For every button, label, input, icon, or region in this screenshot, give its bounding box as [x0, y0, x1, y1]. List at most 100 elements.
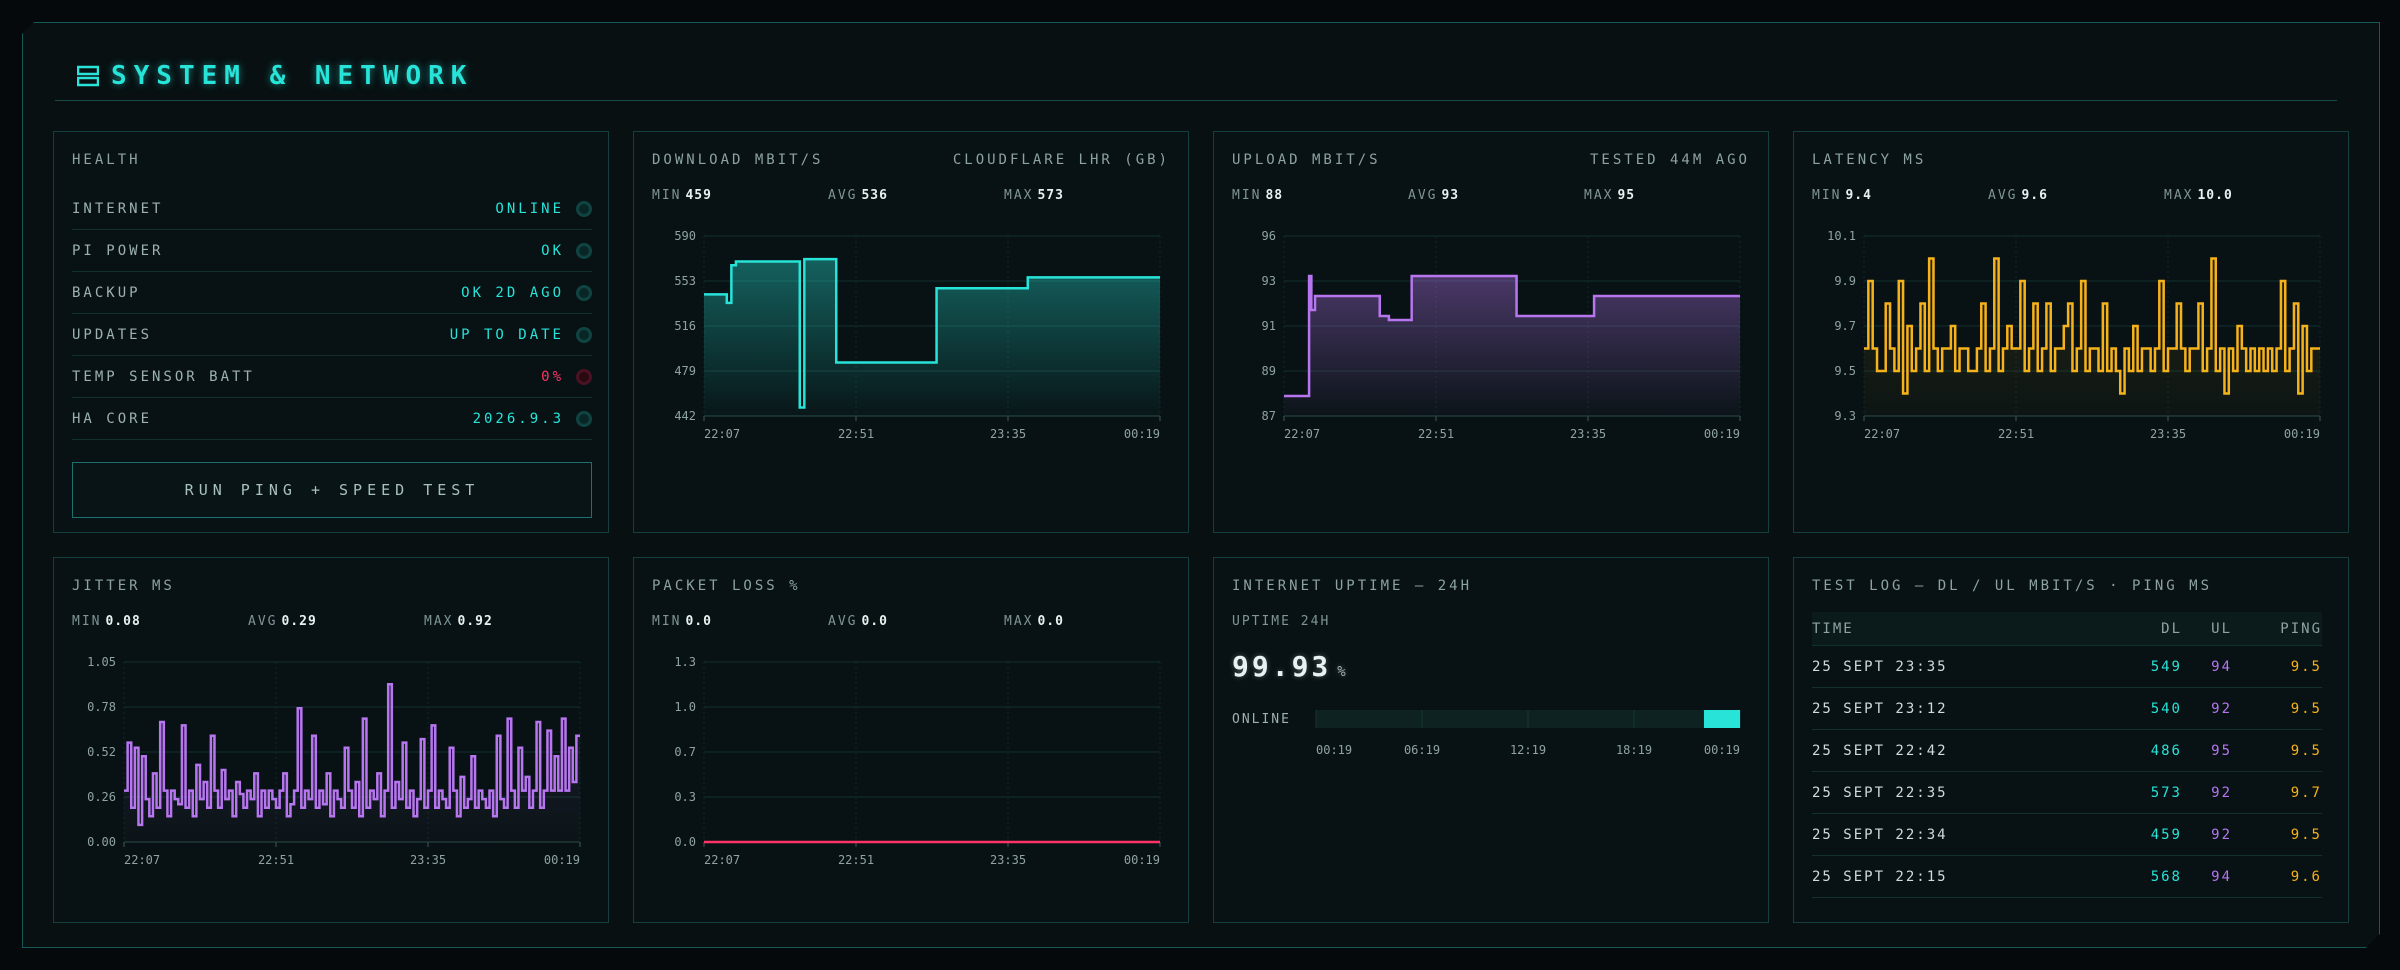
- x-tick-label: 00:19: [1704, 743, 1740, 757]
- stat-min: 0.0: [685, 614, 712, 629]
- health-value: ONLINE: [495, 200, 564, 217]
- cell-ul: 92: [2211, 826, 2232, 843]
- x-tick-label: 22:07: [1284, 427, 1320, 441]
- cell-ul: 92: [2211, 784, 2232, 801]
- y-tick-label: 10.1: [1827, 229, 1856, 243]
- download-area: [704, 259, 1160, 416]
- stat-min: 88: [1265, 188, 1284, 203]
- latency-title: LATENCY MS: [1812, 152, 1927, 168]
- stat-avg: 536: [861, 188, 888, 203]
- health-label: INTERNET: [72, 200, 164, 217]
- packet-loss-chart: 1.3 1.0 0.7 0.3 0.0 22:07 22:51 23:35 00:19: [634, 650, 1190, 910]
- stat-avg-label: AVG: [248, 614, 278, 629]
- health-value-wrap: 2026.9.3: [473, 411, 592, 427]
- jitter-panel: JITTER MS MIN 0.08 AVG 0.29 MAX 0.92 1.05 0.…: [53, 557, 609, 923]
- health-label: UPDATES: [72, 326, 153, 343]
- y-tick-label: 479: [674, 364, 696, 378]
- x-tick-label: 22:51: [1998, 427, 2034, 441]
- packet-loss-title: PACKET LOSS %: [652, 578, 801, 594]
- y-tick-label: 0.78: [87, 700, 116, 714]
- x-tick-label: 00:19: [1316, 743, 1352, 757]
- y-tick-label: 9.5: [1834, 364, 1856, 378]
- upload-series-line: [1284, 276, 1740, 396]
- x-tick-label: 23:35: [410, 853, 446, 867]
- y-tick-label: 96: [1262, 229, 1276, 243]
- y-tick-label: 0.0: [674, 835, 696, 849]
- y-tick-label: 87: [1262, 409, 1276, 423]
- page-title: SYSTEM & NETWORK: [111, 60, 474, 91]
- col-time: TIME: [1812, 620, 1854, 637]
- health-value: OK: [541, 242, 564, 259]
- stat-max: 573: [1037, 188, 1064, 203]
- y-tick-label: 0.52: [87, 745, 116, 759]
- cell-time: 25 SEPT 22:35: [1812, 784, 1948, 801]
- uptime-timeline: ONLINE 00:19 06:19 12:19 18:19 00:19: [1214, 698, 1770, 818]
- download-title: DOWNLOAD MBIT/S: [652, 152, 824, 168]
- status-dot-icon: [576, 201, 592, 217]
- cell-dl: 459: [2150, 826, 2182, 843]
- run-speed-test-button[interactable]: RUN PING + SPEED TEST: [72, 462, 592, 518]
- cell-ping: 9.5: [2290, 700, 2322, 717]
- stat-max-label: MAX: [1584, 188, 1614, 203]
- jitter-title: JITTER MS: [72, 578, 175, 594]
- x-tick-label: 00:19: [2284, 427, 2320, 441]
- stat-max-label: MAX: [2164, 188, 2194, 203]
- health-row: BACKUP OK 2D AGO: [72, 272, 592, 314]
- download-chart: 590 553 516 479 442 22:07 22:51 23:35 00:19: [634, 224, 1190, 484]
- table-row: 25 SEPT 23:35 549 94 9.5: [1812, 646, 2322, 688]
- x-tick-label: 22:51: [258, 853, 294, 867]
- stat-avg-label: AVG: [828, 188, 858, 203]
- stat-max-label: MAX: [1004, 614, 1034, 629]
- y-tick-label: 553: [674, 274, 696, 288]
- y-tick-label: 442: [674, 409, 696, 423]
- cell-ping: 9.5: [2290, 658, 2322, 675]
- health-title: HEALTH: [72, 152, 141, 168]
- stat-max-label: MAX: [424, 614, 454, 629]
- table-row: 25 SEPT 22:15 568 94 9.6: [1812, 856, 2322, 898]
- stat-max: 95: [1617, 188, 1636, 203]
- cell-time: 25 SEPT 23:12: [1812, 700, 1948, 717]
- download-series-line: [704, 259, 1160, 407]
- stat-max: 10.0: [2197, 188, 2233, 203]
- latency-series-line: [1864, 259, 2320, 394]
- x-tick-label: 22:07: [704, 853, 740, 867]
- x-tick-label: 22:51: [838, 853, 874, 867]
- download-panel: DOWNLOAD MBIT/S CLOUDFLARE LHR (GB) MIN 4…: [633, 131, 1189, 533]
- health-value-wrap: ONLINE: [495, 201, 592, 217]
- x-tick-label: 00:19: [1704, 427, 1740, 441]
- uptime-unit: %: [1337, 664, 1349, 680]
- x-tick-label: 12:19: [1510, 743, 1546, 757]
- health-row: UPDATES UP TO DATE: [72, 314, 592, 356]
- stat-max-label: MAX: [1004, 188, 1034, 203]
- y-tick-label: 1.3: [674, 655, 696, 669]
- dashboard-header: SYSTEM & NETWORK: [55, 51, 2337, 101]
- status-dot-icon: [576, 369, 592, 385]
- y-tick-label: 1.05: [87, 655, 116, 669]
- stat-avg: 9.6: [2021, 188, 2048, 203]
- upload-area: [1284, 276, 1740, 416]
- status-dot-icon: [576, 243, 592, 259]
- health-label: BACKUP: [72, 284, 141, 301]
- health-value: 2026.9.3: [472, 410, 564, 427]
- cell-dl: 540: [2150, 700, 2182, 717]
- table-header: TIME DL UL PING: [1812, 612, 2322, 646]
- y-tick-label: 1.0: [674, 700, 696, 714]
- y-tick-label: 0.7: [674, 745, 696, 759]
- stat-avg: 0.0: [861, 614, 888, 629]
- test-log-title: TEST LOG — DL / UL MBIT/S · PING MS: [1812, 578, 2213, 594]
- col-ping: PING: [2280, 620, 2322, 637]
- x-tick-label: 23:35: [1570, 427, 1606, 441]
- stat-min: 9.4: [1845, 188, 1872, 203]
- stat-min-label: MIN: [1232, 188, 1262, 203]
- x-tick-label: 23:35: [2150, 427, 2186, 441]
- cell-ping: 9.6: [2290, 868, 2322, 885]
- health-row: INTERNET ONLINE: [72, 188, 592, 230]
- x-tick-label: 00:19: [1124, 427, 1160, 441]
- upload-panel: UPLOAD MBIT/S TESTED 44M AGO MIN 88 AVG 93…: [1213, 131, 1769, 533]
- x-tick-label: 00:19: [1124, 853, 1160, 867]
- health-row: TEMP SENSOR BATT 0%: [72, 356, 592, 398]
- cell-ul: 94: [2211, 658, 2232, 675]
- cell-ul: 94: [2211, 868, 2232, 885]
- latency-panel: LATENCY MS MIN 9.4 AVG 9.6 MAX 10.0 10.1 9.9…: [1793, 131, 2349, 533]
- stat-min-label: MIN: [652, 614, 682, 629]
